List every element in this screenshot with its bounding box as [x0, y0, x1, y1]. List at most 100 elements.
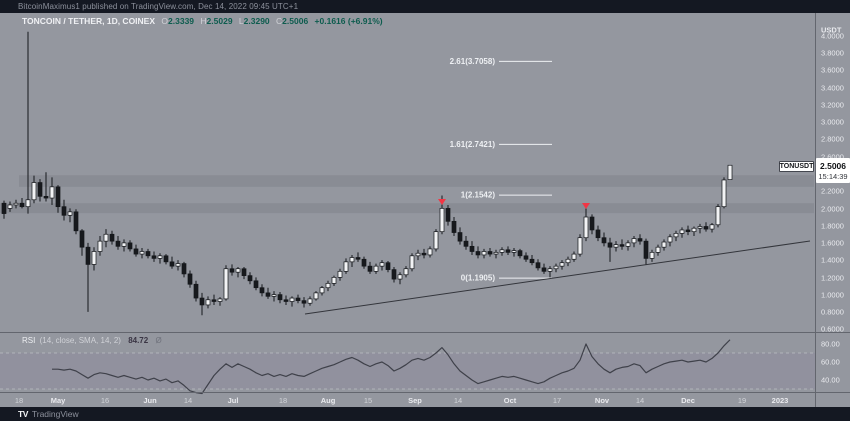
candle-down: [55, 186, 61, 208]
trendline[interactable]: [304, 240, 811, 315]
price-axis-tick[interactable]: 3.0000: [821, 118, 844, 127]
candle-down: [445, 208, 451, 222]
candle-down: [169, 261, 175, 267]
fib-level-label: 2.61(3.7058): [450, 57, 496, 66]
time-axis-label[interactable]: 14: [636, 396, 644, 405]
candle-down: [211, 299, 217, 302]
time-axis-label[interactable]: Jul: [228, 396, 239, 405]
candle-down: [109, 233, 115, 242]
last-price-label: 2.5006 15:14:39: [816, 158, 850, 183]
price-axis-tick[interactable]: 0.6000: [821, 325, 844, 334]
time-axis-label[interactable]: Dec: [681, 396, 695, 405]
fib-level-label: 1.61(2.7421): [450, 140, 496, 149]
candle-up: [493, 252, 499, 255]
price-axis-tick[interactable]: 2.6000: [821, 153, 844, 162]
time-axis-label[interactable]: 2023: [772, 396, 789, 405]
price-axis-tick[interactable]: 2.0000: [821, 205, 844, 214]
candle-down: [643, 240, 649, 259]
time-axis-label[interactable]: 14: [454, 396, 462, 405]
candle-up: [403, 268, 409, 276]
candle-up: [727, 164, 733, 180]
time-axis-label[interactable]: Sep: [408, 396, 422, 405]
candle-up: [319, 287, 325, 294]
price-axis-tick[interactable]: 1.4000: [821, 256, 844, 265]
candle-up: [679, 229, 685, 234]
candle-up: [271, 294, 277, 297]
price-axis-tick[interactable]: 3.4000: [821, 84, 844, 93]
candle-down: [355, 257, 361, 260]
candle-down: [181, 263, 187, 275]
time-axis-label[interactable]: May: [51, 396, 66, 405]
price-axis-tick[interactable]: 4.0000: [821, 32, 844, 41]
candle-down: [295, 297, 301, 301]
candle-down: [463, 240, 469, 247]
time-axis-label[interactable]: 16: [101, 396, 109, 405]
candle-down: [43, 195, 49, 199]
candle-up: [655, 246, 661, 253]
price-axis-tick[interactable]: 1.2000: [821, 274, 844, 283]
symbol-legend: TONCOIN / TETHER, 1D, COINEX O2.3339 H2.…: [22, 16, 383, 26]
price-axis-tick[interactable]: 2.2000: [821, 187, 844, 196]
resistance-zone: [0, 203, 814, 214]
candle-down: [199, 297, 205, 306]
time-axis-label[interactable]: Aug: [321, 396, 336, 405]
last-price-value: 2.5006: [820, 160, 846, 171]
candle-up: [673, 233, 679, 238]
candle-down: [85, 246, 91, 265]
time-axis-label[interactable]: 14: [184, 396, 192, 405]
candle-down: [619, 244, 625, 247]
price-axis-tick[interactable]: 2.8000: [821, 135, 844, 144]
candle-up: [223, 268, 229, 300]
price-axis-currency[interactable]: USDT: [821, 26, 842, 35]
price-axis-tick[interactable]: 1.6000: [821, 239, 844, 248]
fib-level-label: 1(2.1542): [461, 191, 496, 200]
time-axis-label[interactable]: 17: [553, 396, 561, 405]
price-axis-tick[interactable]: 3.8000: [821, 49, 844, 58]
candle-up: [697, 226, 703, 229]
price-axis-tick[interactable]: 3.6000: [821, 66, 844, 75]
publisher-text: BitcoinMaximus1 published on TradingView…: [18, 2, 299, 11]
symbol-price-flag: TONUSDT: [779, 161, 814, 172]
candle-down: [505, 249, 511, 253]
candle-up: [379, 262, 385, 267]
candle-down: [523, 255, 529, 260]
candle-down: [451, 220, 457, 233]
price-axis-tick[interactable]: 0.8000: [821, 308, 844, 317]
candle-down: [229, 268, 235, 273]
candle-up: [139, 251, 145, 255]
candle-up: [631, 238, 637, 244]
candle-down: [37, 182, 43, 197]
time-axis-label[interactable]: Oct: [504, 396, 517, 405]
candle-down: [253, 280, 259, 289]
time-axis-label[interactable]: Nov: [595, 396, 610, 405]
time-axis-label[interactable]: Jun: [143, 396, 157, 405]
time-axis-label[interactable]: 18: [279, 396, 287, 405]
candle-up: [511, 250, 517, 253]
rsi-axis-tick[interactable]: 80.00: [821, 340, 840, 349]
candle-down: [127, 242, 133, 250]
time-axis-label[interactable]: 15: [364, 396, 372, 405]
candle-down: [73, 211, 79, 232]
sell-marker-icon: [438, 199, 446, 205]
candle-up: [373, 265, 379, 272]
candle-down: [589, 216, 595, 231]
rsi-title: RSI: [22, 336, 36, 345]
time-axis-label[interactable]: 18: [15, 396, 23, 405]
price-axis-tick[interactable]: 1.8000: [821, 222, 844, 231]
fib-level-label: 0(1.1905): [461, 274, 496, 283]
candle-up: [205, 299, 211, 306]
rsi-axis-tick[interactable]: 40.00: [821, 376, 840, 385]
candle-down: [259, 287, 265, 294]
candle-up: [7, 204, 13, 209]
rsi-axis-tick[interactable]: 60.00: [821, 358, 840, 367]
candle-up: [481, 251, 487, 256]
legend-low-label: L: [238, 16, 244, 26]
candle-down: [79, 230, 85, 248]
candle-up: [337, 270, 343, 278]
price-axis-tick[interactable]: 3.2000: [821, 101, 844, 110]
price-axis-tick[interactable]: 1.0000: [821, 291, 844, 300]
candle-down: [517, 250, 523, 257]
time-axis-label[interactable]: 19: [738, 396, 746, 405]
candle-up: [499, 249, 505, 253]
